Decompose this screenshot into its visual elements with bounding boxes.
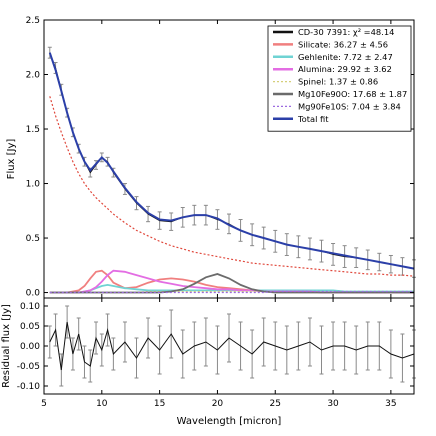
x-axis-label: Wavelength [micron] [177,416,282,427]
bottom-x-tick-label-3: 20 [212,399,224,409]
bottom-y-tick-label-0: 0.10 [20,302,40,312]
legend-entry-1: Silicate: 36.27 ± 4.56 [298,39,388,49]
bottom-y-tick-label-4: -0.10 [17,382,41,392]
residual-line [49,321,415,371]
top-panel: 0.0 0.5 1.0 1.5 2.0 2.5 Flux [Jy] CD-30 7391:… [6,16,416,299]
top-y-tick-label-3: 1.5 [26,125,40,135]
series-line-7 [48,52,415,270]
legend-entry-4: Spinel: 1.37 ± 0.86 [298,77,378,87]
legend-entry-7: Total fit [297,114,329,124]
bottom-y-tick-label-2: 0.00 [20,342,40,352]
bottom-x-tick-label-4: 25 [270,399,281,409]
bottom-x-tick-label-2: 15 [154,399,165,409]
bottom-y-tick-label-3: -0.05 [17,362,40,372]
top-y-tick-label-1: 0.5 [26,234,40,244]
bottom-x-tick-label-0: 5 [41,399,47,409]
top-y-tick-label-0: 0.0 [26,289,41,299]
series-line-5 [49,273,414,294]
legend-entry-0: CD-30 7391: χ² =48.14 [298,27,394,37]
top-y-tick-label-4: 2.0 [26,71,41,81]
series-line-6 [49,290,414,294]
bottom-x-tick-label-5: 30 [327,399,339,409]
bottom-y-axis-label: Residual flux [Jy] [1,304,12,388]
legend: CD-30 7391: χ² =48.14 Silicate: 36.27 ± 4… [267,25,412,132]
legend-entry-5: Mg10Fe90O: 17.68 ± 1.87 [298,89,407,99]
legend-entry-2: Gehlenite: 7.72 ± 2.47 [298,52,393,62]
bottom-panel: 5 10 15 20 25 30 35 0.10 0.05 0.00 -0.05 -0.10 Resi… [1,297,416,427]
bottom-lines [49,321,415,371]
bottom-y-tick-label-1: 0.05 [20,322,40,332]
top-lines [48,52,415,294]
top-y-axis-label: Flux [Jy] [6,139,17,180]
bottom-x-tick-label-1: 10 [96,399,108,409]
top-y-tick-label-5: 2.5 [26,16,40,26]
top-y-tick-label-2: 1.0 [26,180,41,190]
legend-entry-6: Mg90Fe10S: 7.04 ± 3.84 [298,101,401,111]
series-line-8 [49,96,415,277]
legend-entry-3: Alumina: 29.92 ± 3.62 [298,64,392,74]
bottom-axis-ticks: 5 10 15 20 25 30 35 0.10 0.05 0.00 -0.05 -0.10 [17,298,414,409]
bottom-x-tick-label-6: 35 [385,399,396,409]
